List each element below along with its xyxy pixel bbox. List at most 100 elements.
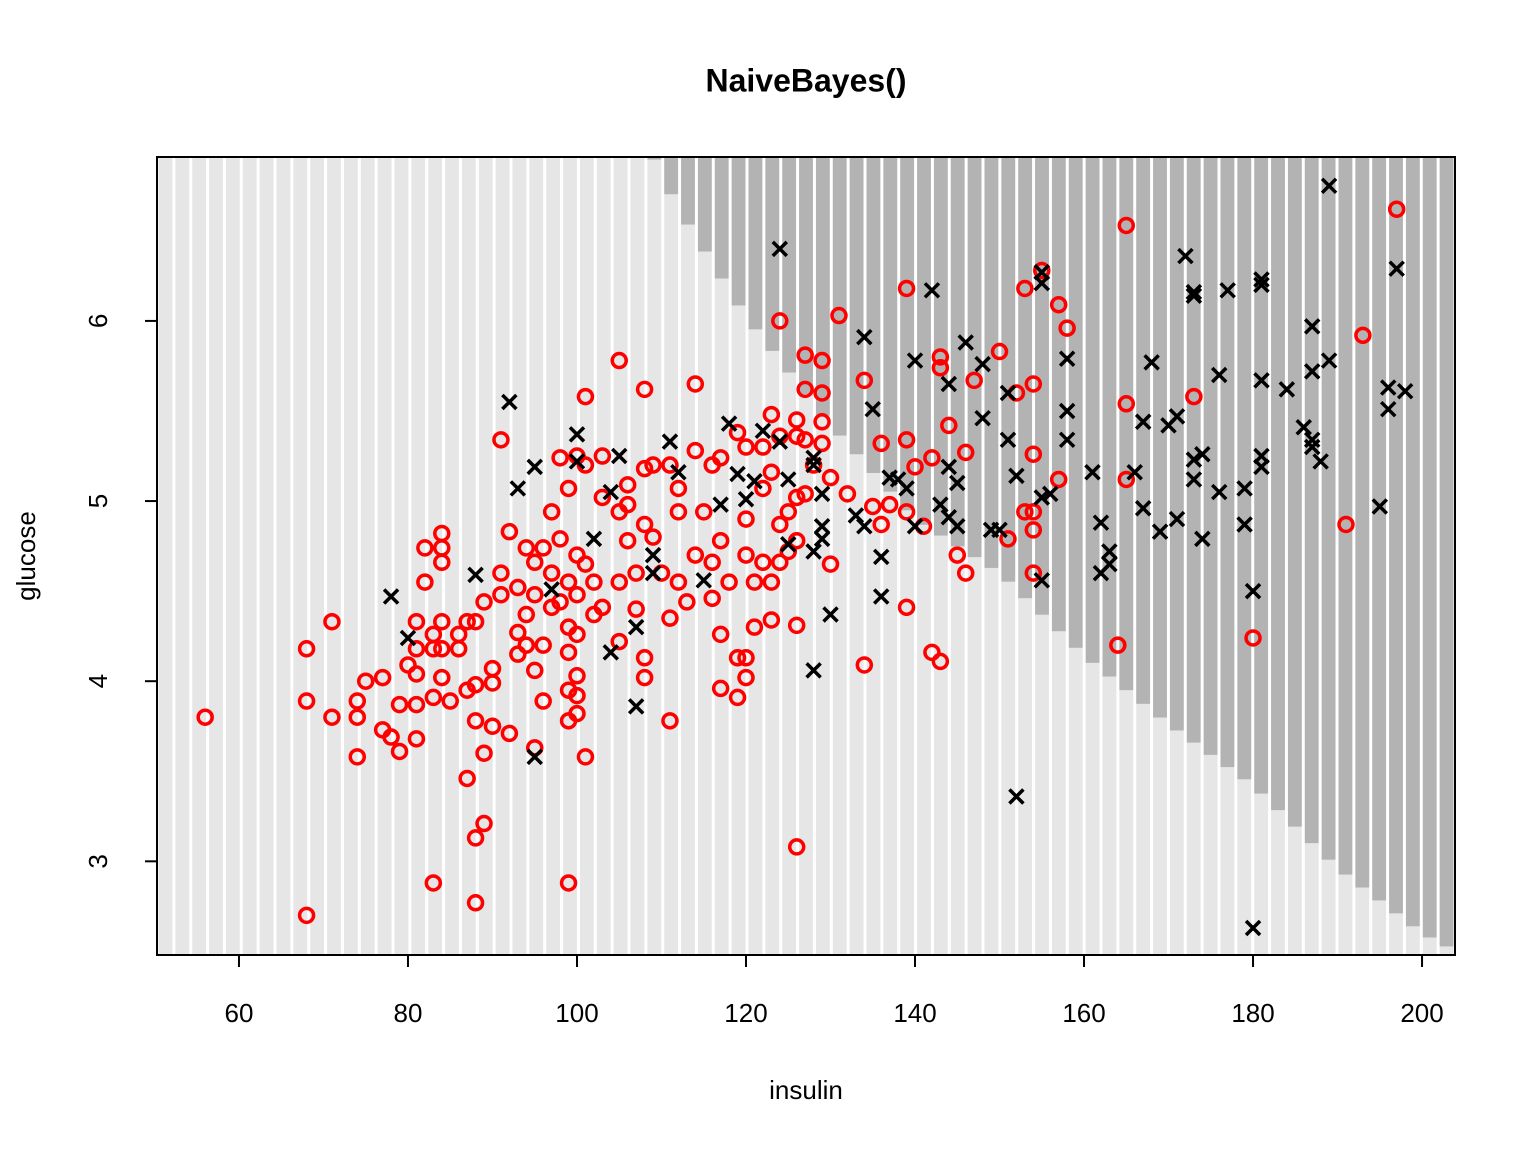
point: [492, 585, 510, 604]
point: [754, 438, 772, 456]
point: [433, 668, 451, 687]
point: [593, 447, 612, 465]
point: [948, 546, 967, 564]
y-tick-label: 3: [83, 854, 113, 868]
point: [737, 491, 755, 508]
point: [1219, 282, 1236, 299]
region-stripe: [1068, 647, 1083, 955]
point: [1049, 295, 1068, 314]
point: [416, 539, 434, 557]
point: [1278, 381, 1296, 398]
point: [787, 427, 806, 445]
point: [1236, 480, 1253, 497]
region-stripe: [1405, 926, 1420, 955]
point: [1185, 471, 1203, 488]
region-stripe: [377, 157, 392, 955]
point: [593, 488, 612, 507]
point: [1016, 503, 1034, 521]
point: [940, 416, 958, 435]
point: [1134, 500, 1152, 517]
point: [1024, 375, 1043, 393]
point: [559, 573, 578, 591]
point: [433, 553, 451, 572]
point: [1033, 274, 1051, 292]
point: [348, 748, 367, 766]
region-stripe: [1018, 157, 1033, 599]
region-stripe: [1153, 717, 1167, 955]
region-stripe: [1136, 703, 1151, 955]
region-stripe: [1422, 937, 1437, 955]
point: [771, 433, 789, 450]
point: [1194, 530, 1211, 548]
point: [1380, 400, 1397, 418]
point: [813, 530, 831, 548]
region-stripe: [293, 157, 308, 955]
point: [466, 612, 485, 631]
point: [957, 334, 974, 351]
region-stripe: [495, 157, 510, 955]
region-stripe: [411, 157, 426, 955]
point: [661, 609, 679, 627]
point: [610, 632, 628, 651]
point: [467, 566, 484, 584]
region-stripe: [343, 157, 358, 955]
region-stripe: [613, 157, 628, 955]
region-stripe: [1169, 157, 1184, 731]
point: [771, 312, 789, 330]
region-stripe: [782, 372, 797, 955]
point: [534, 539, 552, 557]
region-stripe: [1136, 157, 1151, 704]
point: [1244, 629, 1262, 647]
point: [635, 515, 654, 534]
point: [585, 530, 603, 548]
region-stripe: [596, 157, 611, 955]
region-stripe: [1355, 157, 1370, 888]
point: [407, 612, 426, 631]
point: [686, 375, 705, 393]
point: [711, 449, 730, 467]
region-stripe: [1220, 157, 1235, 768]
point: [780, 471, 797, 488]
region-stripe: [158, 157, 173, 955]
point: [897, 503, 916, 521]
point: [382, 588, 400, 605]
point: [787, 411, 806, 429]
point: [492, 431, 510, 449]
point: [551, 449, 569, 467]
point: [906, 458, 924, 476]
point: [1236, 516, 1253, 533]
point: [568, 625, 586, 644]
region-stripe: [664, 157, 679, 195]
region-stripe: [1321, 859, 1336, 955]
point: [1058, 350, 1076, 367]
point: [796, 380, 814, 399]
region-stripe: [242, 157, 257, 955]
region-stripe: [1203, 157, 1218, 755]
point: [1084, 463, 1101, 481]
point: [805, 662, 822, 679]
region-stripe: [630, 157, 645, 955]
region-stripe: [748, 329, 763, 955]
region-stripe: [1271, 157, 1285, 811]
point: [509, 480, 527, 497]
region-stripe: [900, 510, 915, 955]
region-stripe: [1035, 614, 1049, 955]
point: [568, 453, 586, 470]
point: [1253, 458, 1270, 476]
point: [931, 348, 950, 366]
point: [526, 458, 543, 476]
region-stripe: [1389, 913, 1403, 955]
point: [534, 692, 552, 710]
region-stripe: [1389, 157, 1403, 914]
region-stripe: [175, 157, 190, 955]
point: [323, 612, 341, 631]
region-stripe: [1439, 946, 1454, 955]
region-stripe: [1237, 779, 1252, 955]
region-stripe: [1068, 157, 1083, 648]
point: [551, 593, 569, 611]
x-tick-label: 180: [1231, 998, 1274, 1028]
region-stripe: [394, 157, 409, 955]
point: [610, 573, 628, 591]
point: [796, 346, 814, 364]
point: [559, 479, 578, 498]
